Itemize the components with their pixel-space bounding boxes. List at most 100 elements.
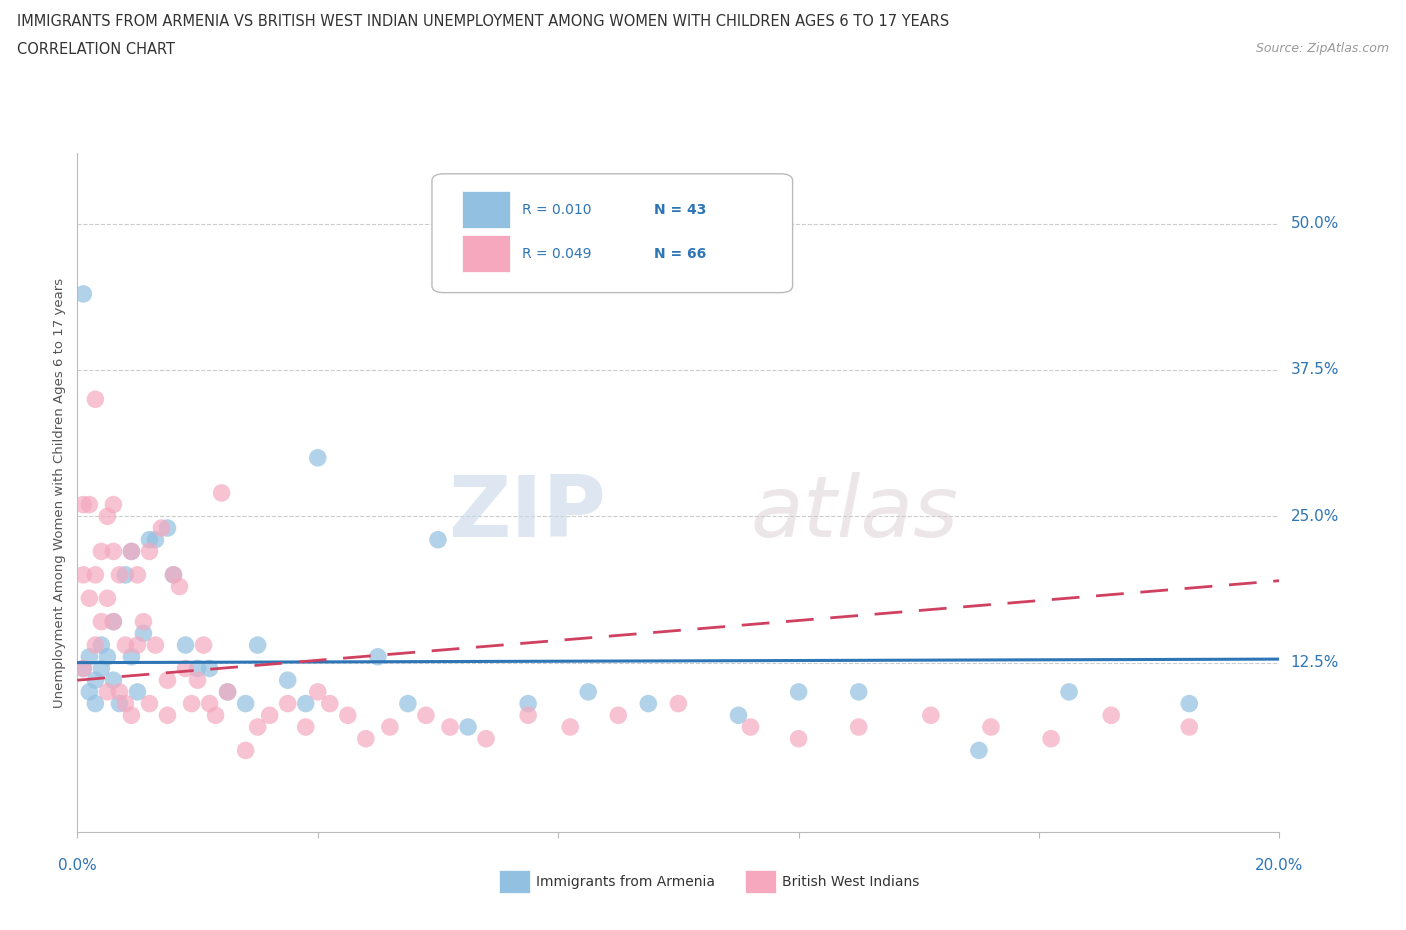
Point [198,661,221,676]
Point [727,708,749,723]
Point [72,661,94,676]
Point [1099,708,1122,723]
Point [186,672,209,687]
Point [180,697,202,711]
Text: N = 66: N = 66 [654,247,707,261]
Point [84,672,107,687]
Point [848,720,870,735]
Point [1178,720,1201,735]
Point [475,731,498,746]
Point [740,720,762,735]
Point [607,708,630,723]
Point [103,498,125,512]
Point [319,697,342,711]
Point [217,684,239,699]
Point [235,697,257,711]
Text: Immigrants from Armenia: Immigrants from Armenia [536,874,714,889]
Point [211,485,233,500]
Point [72,286,94,301]
Text: R = 0.010: R = 0.010 [522,203,592,217]
Bar [463,191,510,228]
Point [560,720,582,735]
Point [294,720,316,735]
Point [967,743,990,758]
Point [84,392,107,406]
Point [217,684,239,699]
Point [246,638,269,653]
Point [193,638,215,653]
Text: 37.5%: 37.5% [1291,363,1339,378]
Point [1057,684,1080,699]
Text: 25.0%: 25.0% [1291,509,1339,524]
Point [439,720,461,735]
Point [169,579,191,594]
Point [114,567,136,582]
Text: 0.0%: 0.0% [58,858,97,873]
Point [127,684,149,699]
Point [138,697,160,711]
Point [120,649,142,664]
Point [90,544,112,559]
Text: 20.0%: 20.0% [1256,858,1303,873]
Point [415,708,437,723]
Point [156,521,179,536]
Point [174,638,197,653]
Text: R = 0.049: R = 0.049 [522,247,592,261]
Point [72,661,94,676]
Point [90,614,112,629]
Point [307,450,329,465]
Point [145,638,167,653]
Point [127,567,149,582]
Point [457,720,479,735]
Point [162,567,184,582]
Point [108,684,131,699]
Point [120,544,142,559]
Point [84,697,107,711]
Text: 12.5%: 12.5% [1291,655,1339,671]
Point [84,638,107,653]
Point [79,684,101,699]
Point [307,684,329,699]
Point [132,614,155,629]
Text: IMMIGRANTS FROM ARMENIA VS BRITISH WEST INDIAN UNEMPLOYMENT AMONG WOMEN WITH CHI: IMMIGRANTS FROM ARMENIA VS BRITISH WEST … [17,14,949,29]
Point [848,684,870,699]
Point [103,544,125,559]
Text: British West Indians: British West Indians [782,874,920,889]
Point [378,720,401,735]
Point [79,649,101,664]
Bar [463,235,510,272]
Point [150,521,173,536]
Point [145,532,167,547]
Point [96,684,118,699]
Point [90,661,112,676]
Point [96,509,118,524]
Point [120,544,142,559]
Point [354,731,377,746]
Text: 50.0%: 50.0% [1291,216,1339,232]
Point [294,697,316,711]
Point [637,697,659,711]
Point [156,672,179,687]
Point [920,708,942,723]
Point [72,567,94,582]
Point [120,708,142,723]
FancyBboxPatch shape [432,174,793,293]
Point [259,708,281,723]
Point [336,708,359,723]
Point [79,498,101,512]
Point [138,532,160,547]
Point [114,697,136,711]
Point [79,591,101,605]
Point [90,638,112,653]
Point [198,697,221,711]
Point [186,661,209,676]
Text: N = 43: N = 43 [654,203,707,217]
Point [103,614,125,629]
Point [132,626,155,641]
Text: ZIP: ZIP [449,472,606,555]
Point [787,684,810,699]
Point [174,661,197,676]
Point [103,672,125,687]
Point [277,697,299,711]
Text: CORRELATION CHART: CORRELATION CHART [17,42,174,57]
